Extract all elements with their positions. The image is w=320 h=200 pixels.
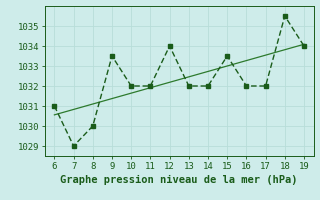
X-axis label: Graphe pression niveau de la mer (hPa): Graphe pression niveau de la mer (hPa) [60,175,298,185]
